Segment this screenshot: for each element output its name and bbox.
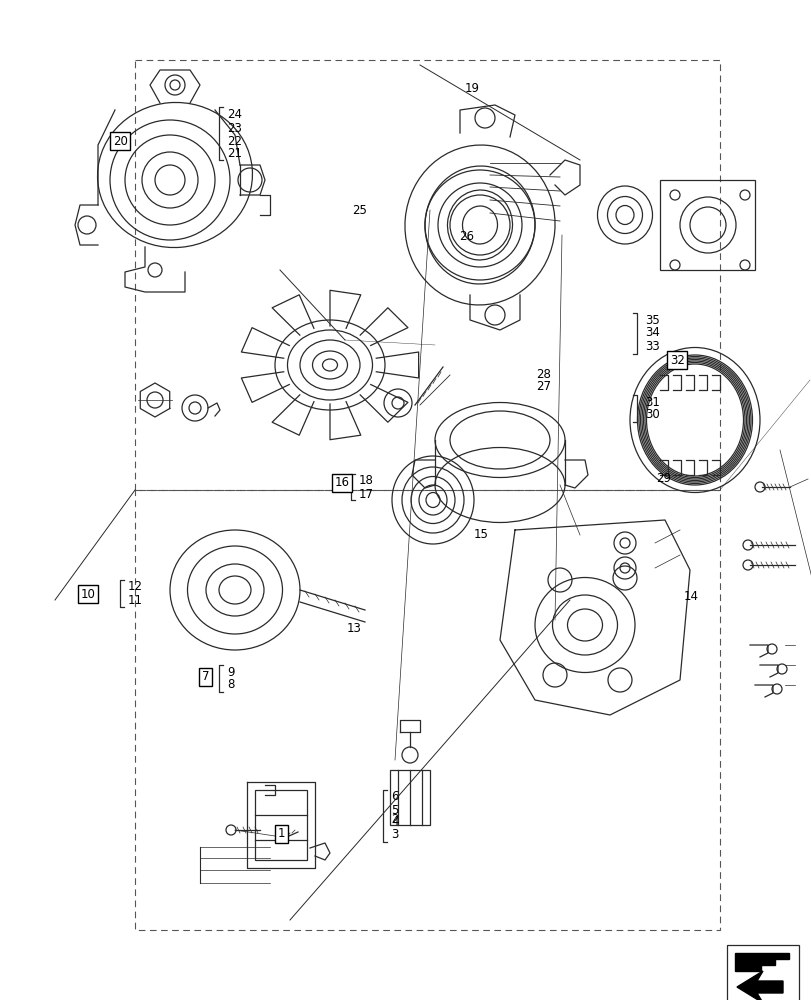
- Text: 2: 2: [391, 813, 398, 826]
- Text: 22: 22: [227, 135, 242, 148]
- Text: 9: 9: [227, 666, 234, 678]
- Text: 28: 28: [535, 367, 550, 380]
- Text: 10: 10: [80, 587, 95, 600]
- Text: 21: 21: [227, 147, 242, 160]
- Text: 33: 33: [645, 340, 659, 354]
- Text: 12: 12: [127, 580, 142, 593]
- Text: 1: 1: [277, 827, 285, 840]
- Text: 30: 30: [645, 408, 659, 422]
- Text: 3: 3: [391, 828, 398, 841]
- Text: 26: 26: [459, 230, 474, 242]
- Text: 11: 11: [127, 593, 142, 606]
- Text: 6: 6: [391, 790, 398, 804]
- Bar: [659, 180, 754, 270]
- Text: 7: 7: [201, 670, 209, 684]
- Text: 29: 29: [655, 473, 670, 486]
- Text: 34: 34: [645, 326, 659, 340]
- Text: 27: 27: [535, 380, 550, 393]
- Text: 8: 8: [227, 678, 234, 692]
- Text: 16: 16: [334, 477, 349, 489]
- Text: 18: 18: [358, 475, 373, 488]
- Bar: [726, 945, 798, 1000]
- Text: 23: 23: [227, 122, 242, 135]
- Text: 24: 24: [227, 108, 242, 121]
- Text: 35: 35: [645, 314, 659, 327]
- Text: 32: 32: [669, 354, 684, 366]
- Text: 15: 15: [473, 528, 487, 540]
- Text: 14: 14: [683, 590, 697, 603]
- Text: 19: 19: [464, 82, 478, 95]
- Polygon shape: [734, 953, 788, 971]
- Text: 4: 4: [391, 815, 398, 828]
- Text: 31: 31: [645, 395, 659, 408]
- Bar: [255, 790, 307, 860]
- Text: 17: 17: [358, 488, 373, 500]
- Polygon shape: [736, 971, 782, 1000]
- Bar: [389, 770, 430, 825]
- Text: 13: 13: [346, 621, 361, 634]
- Text: 20: 20: [113, 135, 127, 148]
- Text: 25: 25: [352, 204, 367, 217]
- Text: 5: 5: [391, 804, 398, 816]
